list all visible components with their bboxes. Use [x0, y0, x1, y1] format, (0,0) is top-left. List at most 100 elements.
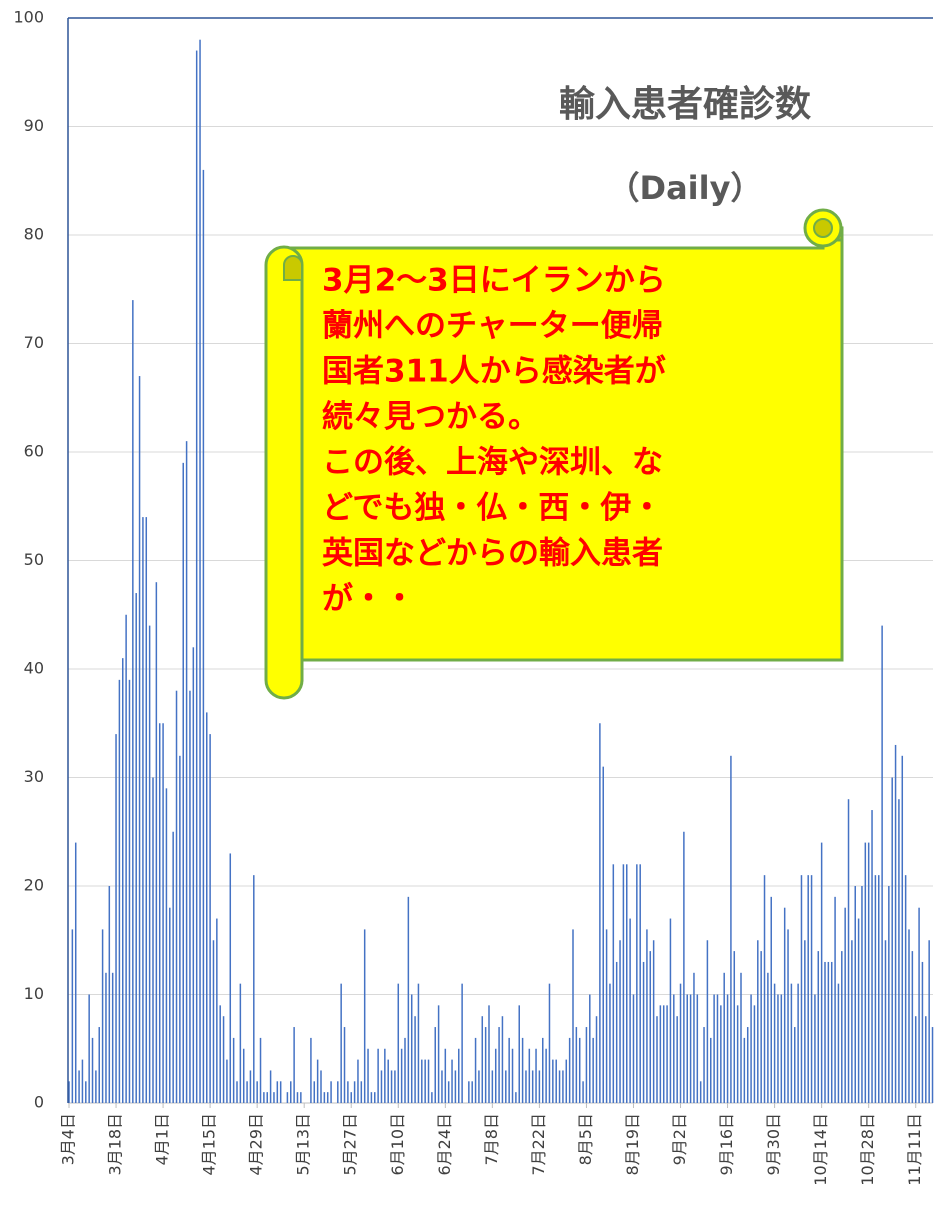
bar [410, 994, 413, 1103]
bar [710, 1037, 712, 1103]
bar [884, 940, 887, 1103]
bar [165, 788, 168, 1103]
bar [397, 983, 400, 1103]
bar [380, 1070, 383, 1103]
bar [575, 1027, 578, 1103]
bar [760, 951, 762, 1103]
bar [115, 734, 117, 1103]
bar [817, 951, 820, 1103]
bar [417, 983, 420, 1103]
bar [535, 1048, 537, 1103]
bar [830, 961, 833, 1103]
bar [864, 842, 867, 1103]
bar [810, 875, 813, 1103]
bar [85, 1081, 87, 1103]
bar [706, 940, 709, 1103]
bar [441, 1070, 443, 1103]
bar [851, 940, 853, 1103]
bar [501, 1016, 504, 1103]
y-tick-label: 30 [24, 767, 44, 786]
bar [185, 441, 188, 1103]
x-tick-label: 3月18日 [106, 1113, 125, 1176]
bar [192, 647, 195, 1103]
bar [74, 842, 77, 1103]
bar [525, 1070, 527, 1103]
chart-subtitle: （Daily） [608, 169, 763, 207]
bar [347, 1081, 349, 1103]
bar [626, 864, 628, 1103]
bar [595, 1016, 598, 1103]
bar [649, 951, 652, 1103]
bar [723, 972, 725, 1103]
x-tick-label: 3月4日 [59, 1113, 78, 1165]
bar [108, 886, 111, 1103]
annotation-line: 国者311人から感染者が [322, 354, 666, 390]
bar [246, 1081, 248, 1103]
bar [901, 755, 904, 1103]
bar [172, 831, 174, 1103]
bar [81, 1059, 84, 1103]
bar [921, 961, 924, 1103]
bar [699, 1081, 702, 1103]
bar [572, 929, 574, 1103]
bar [266, 1092, 268, 1103]
bar [609, 983, 611, 1103]
bar [925, 1016, 927, 1103]
bar [605, 929, 608, 1103]
bar [713, 994, 715, 1103]
bar [222, 1016, 225, 1103]
bar [236, 1081, 238, 1103]
bar [918, 907, 920, 1103]
bar [437, 1005, 440, 1103]
bar [195, 50, 198, 1103]
y-tick-label: 0 [34, 1093, 44, 1112]
bar [219, 1005, 221, 1103]
bar [622, 864, 625, 1103]
bar [447, 1081, 450, 1103]
bar [394, 1070, 396, 1103]
bar [746, 1027, 749, 1103]
bar [931, 1027, 934, 1103]
bar [209, 734, 211, 1103]
bar [911, 951, 914, 1103]
bar [155, 582, 158, 1103]
bar [716, 994, 719, 1103]
bar [488, 1005, 490, 1103]
plot-area [68, 17, 934, 1104]
bar [199, 39, 201, 1104]
bar [229, 853, 232, 1103]
x-tick-label: 8月5日 [576, 1113, 595, 1165]
bar [226, 1059, 228, 1103]
bar [861, 886, 863, 1103]
bar [834, 896, 836, 1103]
bar [531, 1070, 534, 1103]
bar [552, 1059, 554, 1103]
x-tick-label: 11月11日 [905, 1113, 924, 1186]
bar [431, 1092, 433, 1103]
bar [286, 1092, 289, 1103]
x-tick-label: 9月16日 [717, 1113, 736, 1176]
bar [175, 690, 178, 1103]
bar [615, 961, 618, 1103]
bar [424, 1059, 426, 1103]
bar [790, 983, 793, 1103]
y-tick-label: 100 [13, 8, 44, 27]
x-tick-label: 7月8日 [482, 1113, 501, 1165]
bar [565, 1059, 568, 1103]
bar [427, 1059, 430, 1103]
bar [390, 1070, 393, 1103]
bar [857, 918, 860, 1103]
x-tick-label: 5月13日 [294, 1113, 313, 1176]
bar [474, 1037, 477, 1103]
bar [320, 1070, 322, 1103]
bar [521, 1037, 524, 1103]
y-tick-label: 10 [24, 984, 44, 1003]
y-tick-label: 40 [24, 659, 44, 678]
bar [642, 961, 645, 1103]
bar [363, 929, 366, 1103]
annotation-line: 続々見つかる。 [322, 399, 539, 435]
bar [824, 961, 826, 1103]
bar [135, 593, 137, 1103]
bar [505, 1070, 507, 1103]
annotation-line: どでも独・仏・西・伊・ [322, 490, 662, 526]
